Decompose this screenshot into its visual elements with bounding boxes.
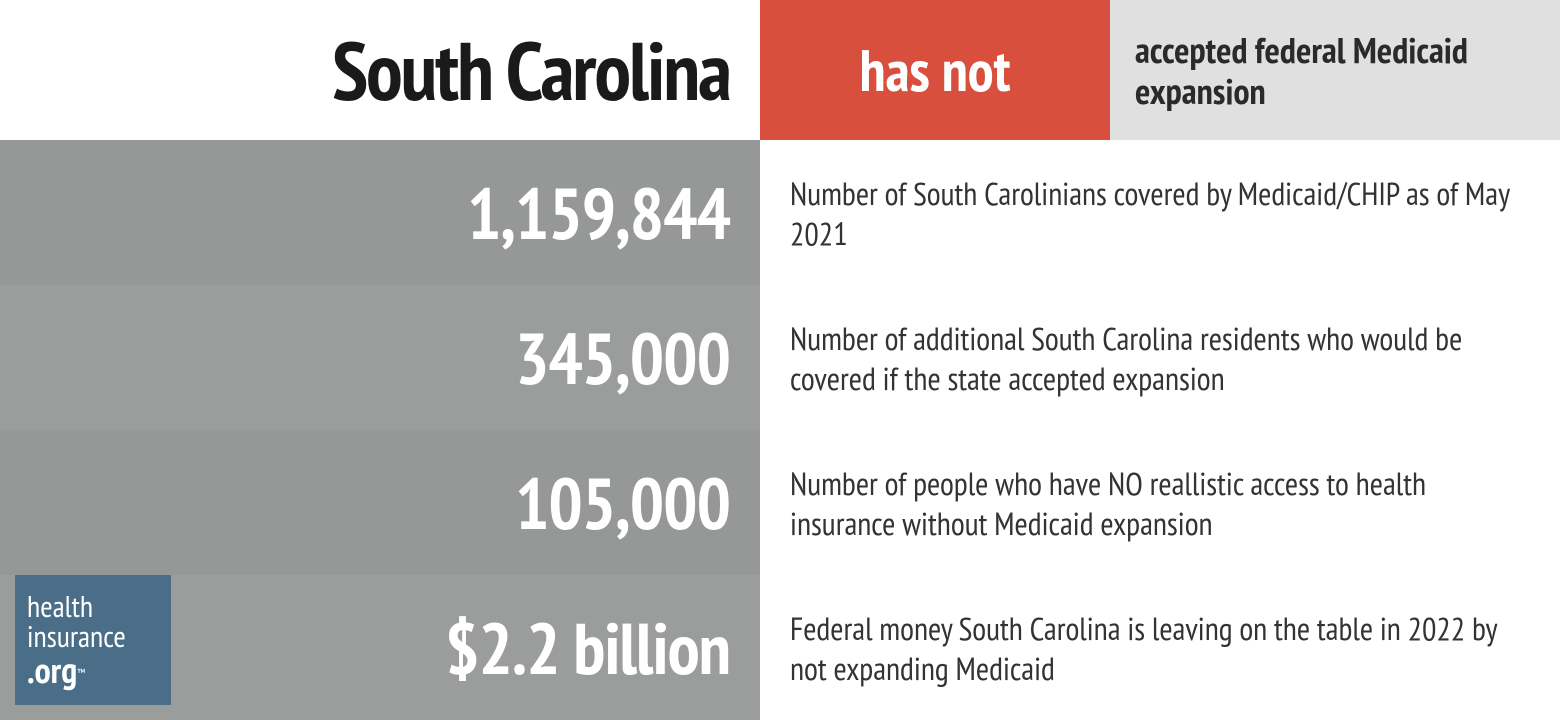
stat-row-4: $2.2 billion Federal money South Carolin…	[0, 575, 1560, 720]
stat-desc-cell: Number of people who have NO reallistic …	[760, 430, 1560, 575]
stat-row-1: 1,159,844 Number of South Carolinians co…	[0, 140, 1560, 285]
stat-desc-cell: Number of additional South Carolina resi…	[760, 285, 1560, 430]
header-description: accepted federal Medicaid expansion	[1135, 29, 1560, 112]
stat-description: Number of people who have NO reallistic …	[790, 463, 1530, 543]
source-logo: health insurance .org™	[15, 575, 171, 705]
header-state-cell: South Carolina	[0, 0, 760, 140]
trademark-symbol: ™	[77, 667, 85, 681]
status-text: has not	[860, 33, 1011, 108]
stat-desc-cell: Federal money South Carolina is leaving …	[760, 575, 1560, 720]
logo-text-line3: .org™	[27, 652, 159, 688]
stat-value: $2.2 billion	[445, 601, 730, 694]
header-status-cell: has not	[760, 0, 1110, 140]
stat-description: Federal money South Carolina is leaving …	[790, 608, 1530, 688]
stat-value-cell: 345,000	[0, 285, 760, 430]
stat-row-2: 345,000 Number of additional South Carol…	[0, 285, 1560, 430]
stat-value: 1,159,844	[467, 166, 730, 259]
header-row: South Carolina has not accepted federal …	[0, 0, 1560, 140]
infographic-container: South Carolina has not accepted federal …	[0, 0, 1560, 720]
stat-value-cell: 105,000	[0, 430, 760, 575]
state-name: South Carolina	[332, 17, 730, 123]
logo-domain: .org	[27, 646, 77, 693]
stat-row-3: 105,000 Number of people who have NO rea…	[0, 430, 1560, 575]
stat-description: Number of additional South Carolina resi…	[790, 318, 1530, 398]
stat-desc-cell: Number of South Carolinians covered by M…	[760, 140, 1560, 285]
header-description-cell: accepted federal Medicaid expansion	[1110, 0, 1560, 140]
stat-value: 105,000	[515, 456, 730, 549]
stat-value: 345,000	[515, 311, 730, 404]
stat-description: Number of South Carolinians covered by M…	[790, 173, 1530, 253]
stat-value-cell: 1,159,844	[0, 140, 760, 285]
